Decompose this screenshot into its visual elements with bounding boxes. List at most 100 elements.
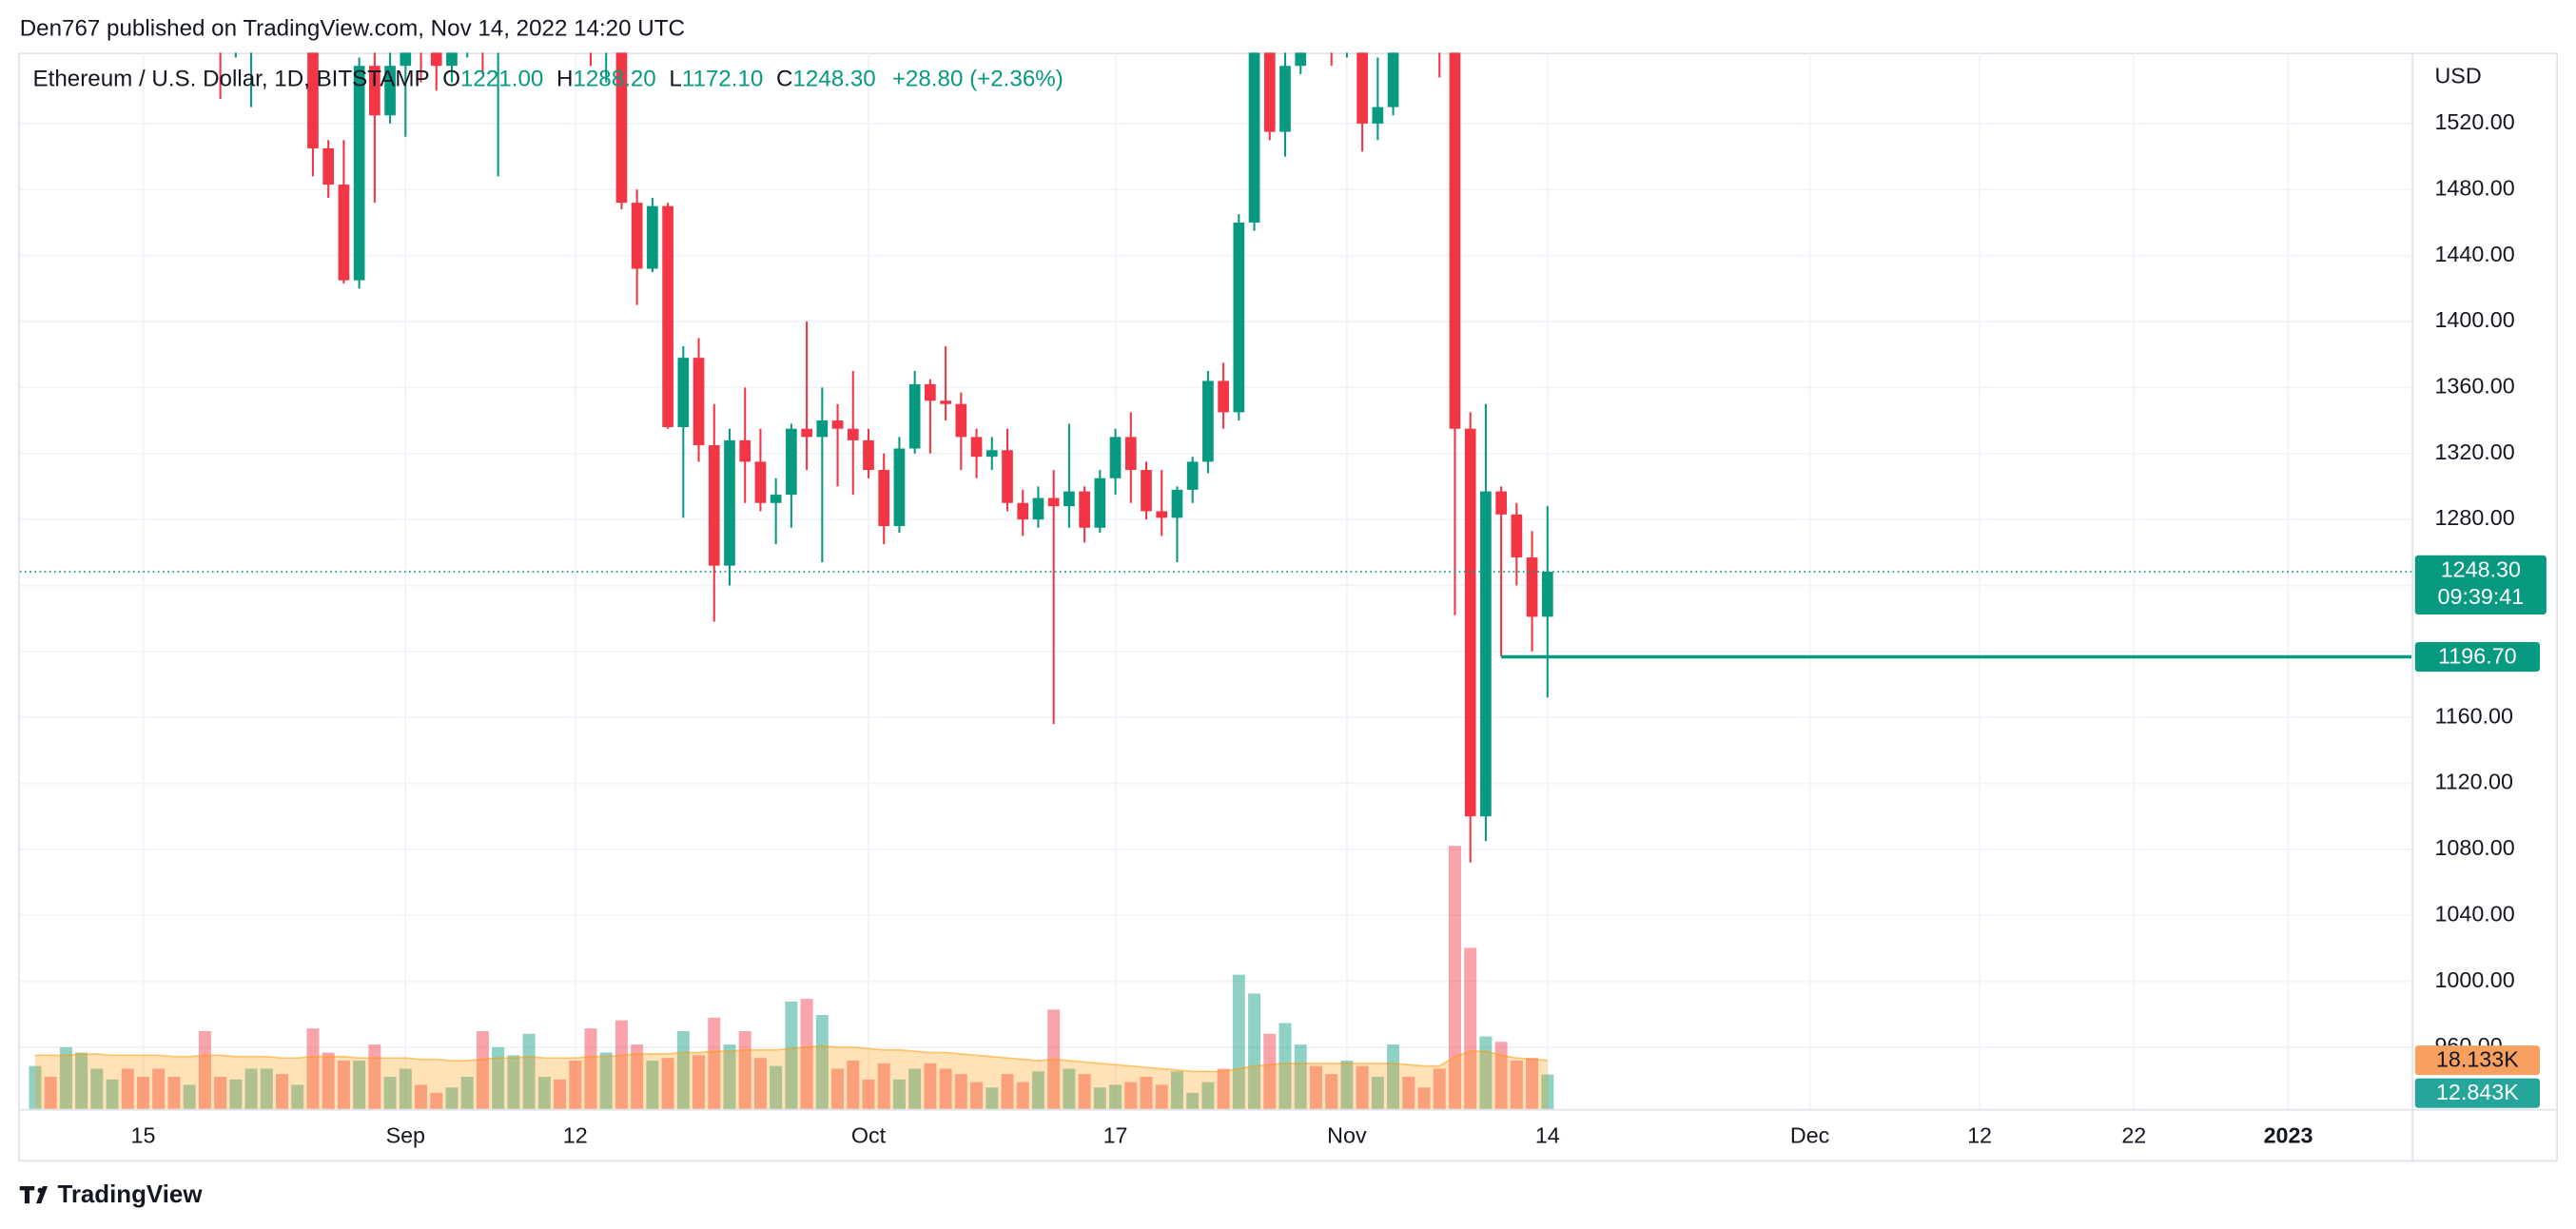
volume-ma-box <box>2414 1045 2541 1076</box>
x-tick-label: 14 <box>1535 1122 1560 1147</box>
candle-body <box>677 358 690 427</box>
candle-body <box>1032 497 1044 520</box>
legend-value: 1172.10 <box>682 67 764 92</box>
candle-body <box>430 52 442 67</box>
volume-bar <box>198 1030 211 1109</box>
volume-bar <box>137 1076 149 1109</box>
volume-bar <box>353 1061 366 1109</box>
candle-body <box>754 461 767 503</box>
volume-bar <box>522 1033 536 1109</box>
volume-bar <box>661 1058 674 1109</box>
candle-body <box>1480 491 1492 817</box>
volume-bar <box>476 1030 489 1109</box>
candle-body <box>369 66 381 116</box>
candle-body <box>1171 489 1183 518</box>
volume-bar <box>862 1079 875 1109</box>
volume-bar <box>1186 1092 1200 1109</box>
volume-bar <box>260 1068 273 1109</box>
brand-name: TradingView <box>57 1181 203 1208</box>
legend: Ethereum / U.S. Dollar, 1D, BITSTAMP O12… <box>33 67 1064 92</box>
volume-bar <box>615 1020 628 1109</box>
candle-body <box>724 439 735 566</box>
candle-body <box>1248 52 1260 223</box>
volume-bar <box>1063 1068 1076 1109</box>
y-tick-label: 1280.00 <box>2434 505 2514 530</box>
volume-bar <box>1170 1071 1183 1109</box>
volume-bar <box>584 1028 597 1109</box>
volume-bar <box>1201 1082 1215 1109</box>
volume-bar <box>1448 846 1461 1109</box>
candle-body <box>1356 52 1368 124</box>
volume-bar <box>908 1068 922 1109</box>
candle-body <box>1449 52 1461 429</box>
volume-bar <box>183 1084 196 1109</box>
volume-bar <box>1155 1084 1168 1109</box>
volume-bar <box>1371 1076 1384 1109</box>
volume-ma-line <box>34 1044 1548 1073</box>
volume-bar <box>1001 1074 1014 1109</box>
publish-header: Den767 published on TradingView.com, Nov… <box>20 16 685 42</box>
volume-bar <box>291 1084 304 1109</box>
volume-bar <box>1510 1061 1523 1109</box>
candle-body <box>786 428 797 496</box>
candle-body <box>1464 428 1476 817</box>
volume-bar <box>785 1001 798 1109</box>
volume-bar <box>29 1065 42 1109</box>
volume-bar <box>986 1087 999 1109</box>
x-tick-label: 2023 <box>2264 1122 2313 1147</box>
x-tick-label: 12 <box>563 1122 588 1147</box>
candle-body <box>1218 380 1229 413</box>
candle-body <box>1017 502 1029 520</box>
candle-body <box>662 205 673 427</box>
currency-label: USD <box>2434 63 2481 88</box>
volume-bar <box>1417 1087 1431 1109</box>
logo-icon <box>19 1186 49 1204</box>
volume-bar <box>152 1068 166 1109</box>
candle-body <box>1141 470 1152 512</box>
volume-bar <box>1340 1061 1354 1109</box>
volume-bar <box>1387 1044 1400 1109</box>
volume-bar <box>1093 1087 1106 1109</box>
volume-bar <box>1217 1068 1230 1109</box>
candle-body <box>693 358 705 446</box>
candle-body <box>1511 514 1523 557</box>
legend-value: 1248.30 <box>792 67 875 92</box>
candle-body <box>384 66 396 116</box>
y-tick-label: 1040.00 <box>2434 901 2514 926</box>
candle-body <box>1202 380 1214 462</box>
volume-bar <box>954 1074 967 1109</box>
volume-bar <box>445 1087 459 1109</box>
candle-body <box>1124 437 1137 471</box>
volume-bar <box>121 1068 134 1109</box>
volume-bar <box>337 1061 350 1109</box>
candle-body <box>925 383 936 401</box>
candle-body <box>770 495 782 503</box>
volume-bar <box>554 1079 567 1109</box>
candle-body <box>847 428 859 440</box>
volume-bar <box>599 1052 613 1109</box>
volume-bar <box>306 1028 320 1109</box>
volume-bar <box>1309 1065 1322 1109</box>
candle-body <box>1372 107 1384 124</box>
volume-ma-label: 18.133K <box>2436 1047 2519 1072</box>
x-tick-label: Oct <box>851 1122 887 1147</box>
candle-body <box>647 205 658 269</box>
candle-body <box>1434 41 1445 44</box>
candle-body <box>739 439 751 462</box>
y-tick-label: 1360.00 <box>2434 374 2514 399</box>
level-label: 1196.70 <box>2438 644 2517 669</box>
volume-bar <box>892 1079 906 1109</box>
volume-bar <box>1325 1074 1338 1109</box>
y-tick-label: 1160.00 <box>2434 703 2513 728</box>
volume-bar <box>1494 1042 1508 1109</box>
y-tick-label: 1520.00 <box>2434 109 2514 134</box>
candle-body <box>353 66 365 281</box>
volume-bar <box>75 1052 88 1109</box>
volume-bar <box>1109 1084 1122 1109</box>
candle-body <box>1541 572 1553 617</box>
candle-body <box>908 383 921 449</box>
volume-bar <box>847 1061 860 1109</box>
volume-bar <box>1278 1023 1292 1109</box>
x-tick-label: 22 <box>2121 1122 2146 1147</box>
